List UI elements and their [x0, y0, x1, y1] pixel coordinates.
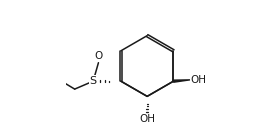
Text: OH: OH [191, 75, 207, 85]
Text: S: S [89, 76, 97, 86]
Polygon shape [173, 80, 190, 82]
Text: OH: OH [139, 114, 155, 124]
Text: O: O [94, 51, 103, 61]
